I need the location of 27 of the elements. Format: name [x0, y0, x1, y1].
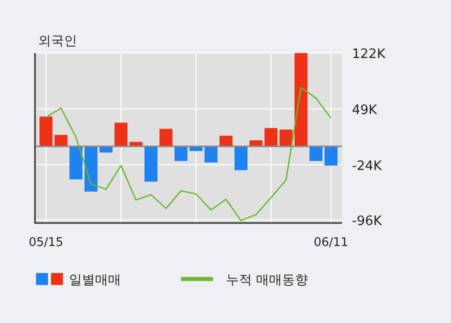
y-tick-label: 122K: [352, 47, 386, 62]
bar: [144, 146, 158, 182]
x-tick-label: 05/15: [28, 235, 64, 249]
bar: [324, 146, 338, 166]
line-series: [45, 86, 332, 222]
bar: [54, 134, 68, 146]
legend-label: 누적 매매동향: [226, 273, 308, 288]
bar: [220, 136, 232, 146]
bar: [280, 130, 292, 146]
x-tick-label: 06/11: [314, 235, 348, 249]
bar: [310, 146, 322, 161]
bar: [234, 146, 248, 170]
bar: [84, 146, 98, 192]
y-tick-label: 49K: [352, 102, 378, 118]
chart-title: 외국인: [38, 34, 77, 49]
bar: [100, 146, 112, 153]
bar: [160, 128, 172, 146]
bar: [40, 116, 52, 146]
bar: [294, 53, 308, 146]
y-tick-label: -96K: [352, 214, 382, 229]
bar: [114, 122, 128, 146]
bar: [264, 128, 278, 146]
legend-label: 일별매매: [69, 273, 121, 288]
y-tick-label: -24K: [352, 158, 382, 174]
bar: [174, 146, 188, 161]
bar: [70, 146, 82, 180]
bar: [204, 146, 218, 163]
